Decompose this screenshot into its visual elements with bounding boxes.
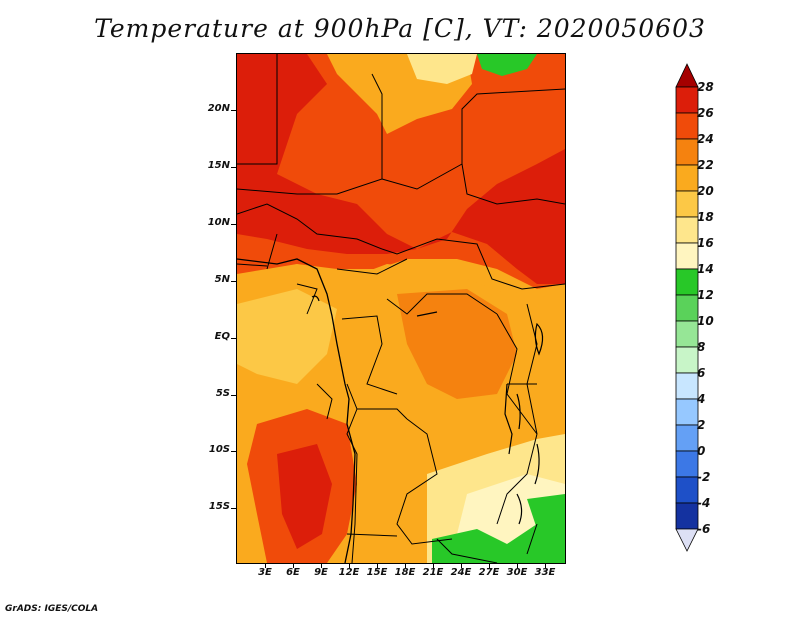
colorbar-swatch	[675, 242, 699, 270]
colorbar-label: 8	[697, 340, 706, 354]
lat-tick	[231, 281, 236, 282]
footer-credit: GrADS: IGES/COLA	[5, 604, 99, 614]
lon-tick	[377, 563, 378, 568]
colorbar-swatch	[675, 164, 699, 192]
chart-title: Temperature at 900hPa [C], VT: 202005060…	[94, 14, 706, 43]
region-north-hot	[237, 54, 565, 284]
region-north-pale	[407, 54, 477, 84]
lon-label: 21E	[422, 567, 444, 578]
colorbar-label: 2	[697, 418, 706, 432]
colorbar-swatch	[675, 372, 699, 400]
colorbar-bottom-arrow	[675, 528, 699, 552]
region-west-pale	[237, 289, 337, 384]
lat-tick	[231, 167, 236, 168]
lon-label: 30E	[506, 567, 528, 578]
boundaries	[237, 54, 565, 563]
lon-label: 12E	[338, 567, 360, 578]
lon-tick	[545, 563, 546, 568]
coastline	[237, 258, 356, 563]
colorbar-label: 14	[697, 262, 714, 276]
lat-label: 5N	[214, 274, 230, 285]
lat-label: 15S	[208, 501, 230, 512]
lat-label: 5S	[215, 388, 230, 399]
colorbar-swatch	[675, 216, 699, 244]
lat-label: 10S	[208, 444, 230, 455]
lat-tick	[231, 110, 236, 111]
colorbar-swatch	[675, 86, 699, 114]
lon-label: 9E	[314, 567, 328, 578]
lon-tick	[293, 563, 294, 568]
lon-tick	[461, 563, 462, 568]
colorbar-swatch	[675, 476, 699, 504]
region-central-orange	[397, 289, 517, 399]
colorbar-label: 4	[697, 392, 706, 406]
colorbar-label: 24	[697, 132, 714, 146]
lon-label: 3E	[258, 567, 272, 578]
lat-tick	[231, 224, 236, 225]
colorbar-label: 22	[697, 158, 714, 172]
colorbar-swatch	[675, 138, 699, 166]
lon-label: 6E	[286, 567, 300, 578]
region-southeast-green	[432, 509, 565, 563]
lat-tick	[231, 395, 236, 396]
lon-label: 18E	[394, 567, 416, 578]
lon-label: 24E	[450, 567, 472, 578]
lon-label: 15E	[366, 567, 388, 578]
colorbar-label: 16	[697, 236, 714, 250]
lat-label: 20N	[207, 103, 230, 114]
colorbar-swatch	[675, 294, 699, 322]
colorbar-label: 6	[697, 366, 706, 380]
colorbar-swatch	[675, 424, 699, 452]
region-east-green	[527, 494, 565, 529]
colorbar-swatch	[675, 502, 699, 530]
lon-tick	[489, 563, 490, 568]
lon-label: 33E	[534, 567, 556, 578]
lat-tick	[231, 508, 236, 509]
lat-tick	[231, 338, 236, 339]
lon-label: 27E	[478, 567, 500, 578]
colorbar-label: 18	[697, 210, 714, 224]
colorbar-label: 10	[697, 314, 714, 328]
colorbar	[675, 63, 699, 552]
lon-tick	[517, 563, 518, 568]
colorbar-label: -2	[697, 470, 711, 484]
lakes	[311, 295, 544, 525]
lon-tick	[321, 563, 322, 568]
lat-label: EQ	[214, 331, 230, 342]
colorbar-swatch	[675, 268, 699, 296]
colorbar-label: 28	[697, 80, 714, 94]
lon-tick	[265, 563, 266, 568]
colorbar-label: 12	[697, 288, 714, 302]
colorbar-label: 20	[697, 184, 714, 198]
lon-tick	[433, 563, 434, 568]
temperature-map	[236, 53, 566, 564]
colorbar-swatch	[675, 346, 699, 374]
colorbar-swatch	[675, 320, 699, 348]
lon-tick	[349, 563, 350, 568]
colorbar-label: -6	[697, 522, 711, 536]
colorbar-top-arrow	[675, 63, 699, 88]
region-southwest-core	[277, 444, 332, 549]
lat-label: 15N	[207, 160, 230, 171]
colorbar-label: 26	[697, 106, 714, 120]
region-north-green	[477, 54, 537, 76]
colorbar-label: -4	[697, 496, 711, 510]
colorbar-swatch	[675, 450, 699, 478]
colorbar-label: 0	[697, 444, 706, 458]
lat-label: 10N	[207, 217, 230, 228]
lon-tick	[405, 563, 406, 568]
lat-tick	[231, 451, 236, 452]
colorbar-swatch	[675, 190, 699, 218]
colorbar-swatch	[675, 398, 699, 426]
map-canvas	[237, 54, 565, 563]
colorbar-swatch	[675, 112, 699, 140]
